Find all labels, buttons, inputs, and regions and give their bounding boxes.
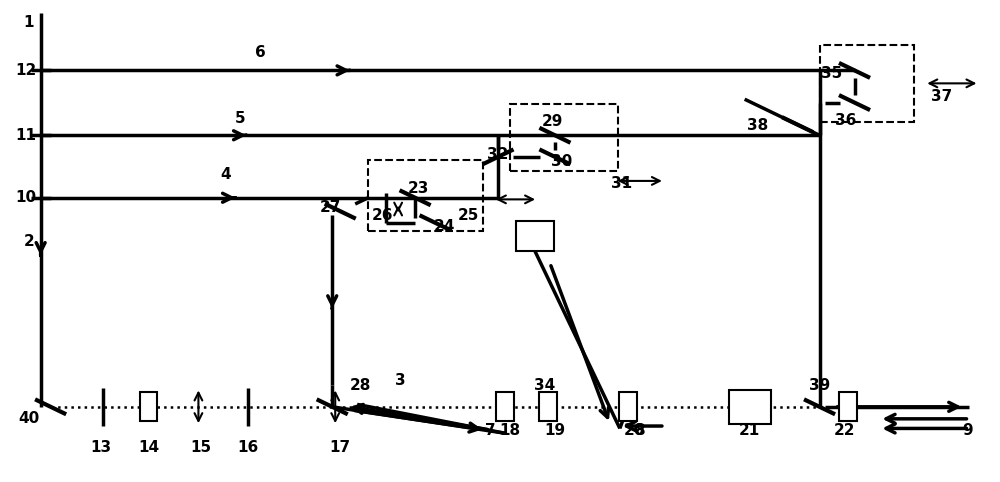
Text: 8: 8 — [634, 423, 645, 438]
Bar — [820, 45, 914, 122]
Text: 27: 27 — [320, 200, 341, 215]
Text: 35: 35 — [821, 66, 842, 81]
Text: 1: 1 — [23, 15, 34, 30]
Text: 10: 10 — [15, 190, 36, 205]
Text: 13: 13 — [90, 440, 111, 455]
Text: 23: 23 — [407, 181, 429, 196]
Text: 20: 20 — [624, 423, 646, 438]
Text: 14: 14 — [138, 440, 159, 455]
Text: 36: 36 — [835, 113, 856, 128]
Bar — [510, 104, 618, 171]
Bar — [729, 390, 771, 424]
Bar — [516, 221, 554, 251]
Text: 28: 28 — [350, 378, 371, 393]
Text: 34: 34 — [534, 378, 556, 393]
Bar — [368, 160, 483, 231]
Text: 5: 5 — [235, 111, 246, 126]
Text: 30: 30 — [551, 154, 573, 169]
Text: 29: 29 — [542, 114, 564, 129]
Text: 26: 26 — [371, 208, 393, 223]
Text: 3: 3 — [395, 373, 405, 388]
Text: 32: 32 — [487, 147, 509, 162]
Text: 4: 4 — [220, 167, 231, 182]
Text: 15: 15 — [190, 440, 211, 455]
Text: 37: 37 — [931, 89, 952, 104]
Text: 22: 22 — [834, 423, 855, 438]
Bar — [496, 392, 514, 421]
Text: 12: 12 — [15, 63, 36, 78]
Text: 19: 19 — [544, 423, 565, 438]
Text: 31: 31 — [611, 176, 632, 191]
Text: 24: 24 — [433, 219, 455, 234]
Text: 25: 25 — [457, 208, 479, 223]
Text: 11: 11 — [15, 128, 36, 143]
Text: 39: 39 — [809, 378, 830, 393]
Text: 7: 7 — [485, 423, 495, 438]
Text: 16: 16 — [238, 440, 259, 455]
Text: 6: 6 — [255, 45, 266, 60]
Bar — [539, 392, 557, 421]
Text: 40: 40 — [18, 411, 39, 426]
Text: 38: 38 — [747, 118, 768, 133]
Text: 21: 21 — [739, 423, 760, 438]
Text: 2: 2 — [23, 233, 34, 249]
Text: 17: 17 — [330, 440, 351, 455]
Text: 18: 18 — [499, 423, 521, 438]
Bar — [839, 392, 857, 421]
Bar — [619, 392, 637, 421]
Bar — [140, 392, 157, 421]
Text: 9: 9 — [962, 423, 973, 438]
Text: 33: 33 — [527, 228, 549, 244]
